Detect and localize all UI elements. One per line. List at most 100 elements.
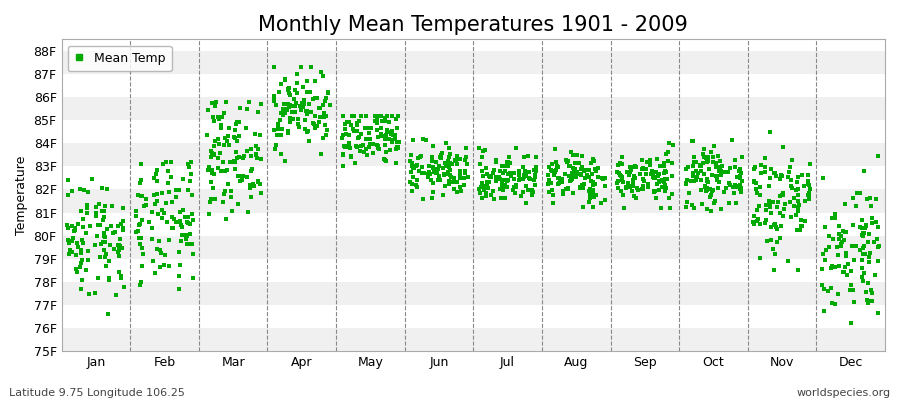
Mean Temp [570,152,584,158]
Mean Temp [775,173,789,179]
Mean Temp [692,163,706,170]
Mean Temp [371,134,385,140]
Mean Temp [542,189,556,195]
Mean Temp [184,171,198,178]
Mean Temp [385,128,400,134]
Mean Temp [105,230,120,236]
Mean Temp [384,136,399,143]
Mean Temp [598,175,612,182]
Mean Temp [659,185,673,191]
Mean Temp [282,104,296,110]
Mean Temp [244,168,258,174]
Mean Temp [626,180,641,186]
Mean Temp [253,181,267,187]
Mean Temp [763,175,778,182]
Mean Temp [760,207,774,213]
Mean Temp [453,168,467,174]
Mean Temp [768,170,782,176]
Mean Temp [76,216,90,222]
Mean Temp [775,192,789,198]
Mean Temp [508,190,522,196]
Mean Temp [129,212,143,219]
Mean Temp [208,103,222,109]
Mean Temp [773,176,788,182]
Mean Temp [267,146,282,153]
Mean Temp [137,203,151,210]
Mean Temp [268,142,283,148]
Mean Temp [273,117,287,123]
Mean Temp [542,176,556,183]
Mean Temp [611,185,625,192]
Mean Temp [527,167,542,173]
Mean Temp [391,112,405,119]
Mean Temp [783,199,797,205]
Mean Temp [802,193,816,200]
Mean Temp [803,186,817,192]
Mean Temp [864,290,878,296]
Mean Temp [221,125,236,131]
Mean Temp [211,165,225,171]
Mean Temp [695,200,709,207]
Mean Temp [868,272,882,278]
Mean Temp [734,188,749,195]
Mean Temp [344,153,358,159]
Mean Temp [508,176,522,182]
Mean Temp [425,158,439,164]
Mean Temp [591,174,606,180]
Mean Temp [494,183,508,190]
Mean Temp [527,177,542,184]
Mean Temp [442,164,456,170]
Mean Temp [749,180,763,186]
Mean Temp [577,167,591,174]
Mean Temp [646,188,661,195]
Mean Temp [202,164,216,170]
Mean Temp [308,95,322,102]
Mean Temp [426,180,440,186]
Mean Temp [544,186,559,193]
Mean Temp [852,189,867,196]
Mean Temp [492,185,507,192]
Mean Temp [359,146,374,152]
Mean Temp [832,236,847,243]
Mean Temp [360,124,374,131]
Mean Temp [768,251,782,257]
Mean Temp [286,102,301,109]
Mean Temp [801,181,815,188]
Mean Temp [300,108,314,114]
Mean Temp [763,210,778,216]
Mean Temp [833,242,848,249]
Mean Temp [864,203,878,209]
Mean Temp [734,185,749,192]
Mean Temp [518,171,533,177]
Mean Temp [507,184,521,190]
Mean Temp [285,108,300,115]
Mean Temp [802,190,816,196]
Mean Temp [614,188,628,195]
Mean Temp [594,200,608,206]
Mean Temp [483,173,498,180]
Mean Temp [374,112,388,119]
Mean Temp [566,190,580,196]
Mean Temp [698,184,712,191]
Mean Temp [278,76,293,82]
Mean Temp [496,169,510,176]
Mean Temp [648,195,662,202]
Mean Temp [687,154,701,161]
Mean Temp [81,248,95,254]
Mean Temp [561,158,575,165]
Mean Temp [202,210,217,217]
Mean Temp [254,156,268,162]
Mean Temp [760,238,775,245]
Mean Temp [640,158,654,165]
Mean Temp [575,182,590,189]
Mean Temp [802,182,816,188]
Mean Temp [869,236,884,242]
Mean Temp [154,250,168,256]
Mean Temp [314,68,328,75]
Mean Temp [484,192,499,198]
Mean Temp [112,243,127,249]
Mean Temp [317,114,331,120]
Mean Temp [828,300,842,307]
Mean Temp [266,93,281,100]
Mean Temp [501,163,516,169]
